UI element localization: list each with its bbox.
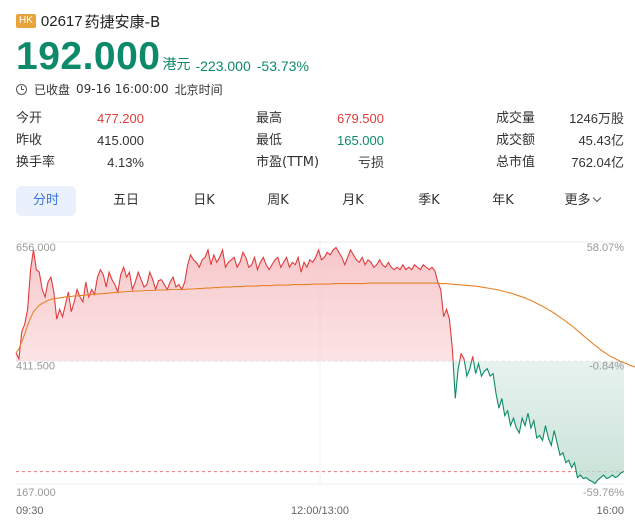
price-change: -223.000 [195, 58, 251, 74]
price-line-down [452, 361, 625, 485]
chart-period-tabs: 分时 五日 日K 周K 月K 季K 年K 更多 [16, 186, 618, 216]
intraday-chart: 656.000 58.07% 411.500 -0.84% 167.000 -59.76%… [0, 228, 635, 530]
y-axis-right-tick: -0.84% [589, 360, 624, 372]
stat-turnover: 成交额 45.43亿 [496, 130, 624, 152]
y-axis-left-tick: 411.500 [16, 360, 55, 372]
stat-pe-ttm: 市盈(TTM) 亏损 [256, 152, 384, 174]
stock-header: HK 02617 药捷安康-B 192.000 港元 -223.000 -53.… [16, 10, 626, 99]
stat-label: 最低 [256, 133, 283, 148]
tab-monthly-k[interactable]: 月K [342, 193, 364, 208]
tab-quarterly-k[interactable]: 季K [418, 193, 440, 208]
tab-more-label: 更多 [564, 193, 591, 208]
stat-label: 换手率 [16, 155, 56, 170]
status-timezone: 北京时间 [174, 82, 223, 97]
stat-value: 45.43亿 [578, 133, 624, 148]
area-below-prev-close [16, 361, 624, 484]
y-axis-left-tick: 167.000 [16, 487, 56, 499]
stat-value: 679.500 [337, 111, 384, 126]
stat-label: 总市值 [496, 155, 536, 170]
area-above-prev-close [16, 247, 474, 362]
tab-five-day[interactable]: 五日 [112, 193, 139, 208]
tab-more[interactable]: 更多 [552, 186, 612, 216]
intraday-chart-svg: 656.000 58.07% 411.500 -0.84% 167.000 -59.76%… [15, 241, 635, 517]
stat-label: 最高 [256, 111, 283, 126]
stat-value: 762.04亿 [571, 155, 624, 170]
status-datetime: 09-16 16:00:00 [76, 82, 169, 96]
stat-value: 4.13% [107, 155, 144, 170]
stat-turnover-rate: 换手率 4.13% [16, 152, 144, 174]
stock-code: 02617 [40, 12, 83, 30]
market-status-row: 已收盘 09-16 16:00:00 北京时间 [16, 79, 626, 99]
chart-lines [15, 246, 635, 485]
stat-prev-close: 昨收 415.000 [16, 130, 144, 152]
stat-value: 亏损 [357, 155, 384, 170]
chart-axis-labels: 656.000 58.07% 411.500 -0.84% 167.000 -59.76%… [16, 242, 624, 517]
stat-label: 成交额 [496, 133, 536, 148]
stat-label: 今开 [16, 111, 43, 126]
stat-label: 昨收 [16, 133, 43, 148]
stat-value: 477.200 [97, 111, 144, 126]
current-price: 192.000 [16, 35, 161, 78]
stat-market-cap: 总市值 762.04亿 [496, 152, 624, 174]
stat-label: 成交量 [496, 111, 536, 126]
price-change-percent: -53.73% [256, 58, 309, 74]
price-row: 192.000 港元 -223.000 -53.73% [16, 34, 626, 78]
market-status: 已收盘 [34, 82, 71, 97]
stock-name: 药捷安康-B [84, 12, 161, 31]
title-row: HK 02617 药捷安康-B [16, 10, 626, 32]
price-currency: 港元 [162, 57, 191, 73]
stat-high: 最高 679.500 [256, 108, 384, 130]
tab-intraday[interactable]: 分时 [16, 186, 76, 216]
stat-label: 市盈(TTM) [256, 155, 320, 170]
stat-value: 1246万股 [569, 111, 624, 126]
market-badge: HK [16, 14, 36, 28]
x-axis-tick: 09:30 [16, 505, 44, 517]
x-axis-tick: 12:00/13:00 [291, 505, 349, 517]
y-axis-right-tick: 58.07% [587, 242, 625, 254]
tab-weekly-k[interactable]: 周K [267, 193, 289, 208]
chart-area-fill [16, 247, 624, 484]
y-axis-left-tick: 656.000 [16, 242, 56, 254]
tab-yearly-k[interactable]: 年K [492, 193, 514, 208]
y-axis-right-tick: -59.76% [583, 487, 624, 499]
stat-open: 今开 477.200 [16, 108, 144, 130]
stat-value: 415.000 [97, 133, 144, 148]
tab-daily-k[interactable]: 日K [193, 193, 215, 208]
x-axis-tick: 16:00 [596, 505, 624, 517]
stat-low: 最低 165.000 [256, 130, 384, 152]
price-line-up [15, 246, 475, 362]
average-price-line [15, 282, 635, 368]
chevron-down-icon [592, 193, 601, 203]
stat-volume: 成交量 1246万股 [496, 108, 624, 130]
clock-icon [16, 83, 27, 95]
stat-value: 165.000 [337, 133, 384, 148]
